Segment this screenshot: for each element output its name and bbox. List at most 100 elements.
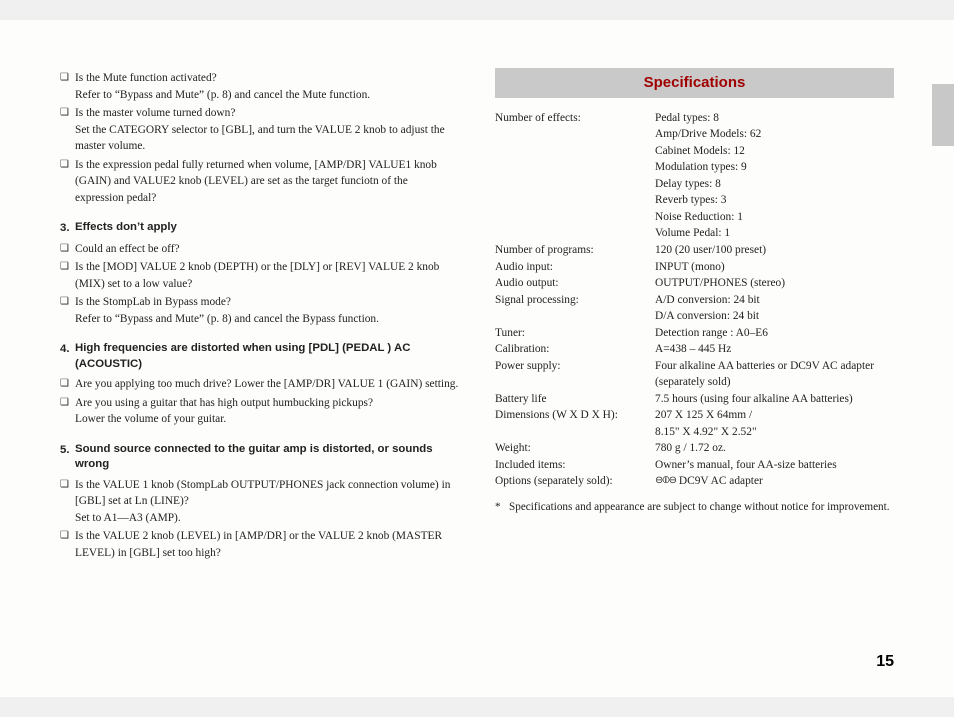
spec-label: [495, 225, 655, 242]
spec-row: Options (separately sold):⊖⦶⊖ DC9V AC ad…: [495, 473, 894, 490]
spec-row: Battery life7.5 hours (using four alkali…: [495, 391, 894, 408]
checkbox-icon: ❏: [60, 294, 75, 310]
checklist-item: ❏Are you applying too much drive? Lower …: [60, 376, 459, 393]
spec-label: Signal processing:: [495, 292, 655, 309]
spec-value: Amp/Drive Models: 62: [655, 126, 894, 143]
spec-row: Cabinet Models: 12: [495, 143, 894, 160]
checklist-item: ❏Are you using a guitar that has high ou…: [60, 395, 459, 412]
heading-number: 4.: [60, 341, 75, 372]
right-column: Specifications Number of effects:Pedal t…: [495, 68, 894, 667]
checklist-question: Are you using a guitar that has high out…: [75, 395, 459, 412]
spec-label: Calibration:: [495, 341, 655, 358]
checkbox-icon: ❏: [60, 105, 75, 121]
spec-value: Owner’s manual, four AA-size batteries: [655, 457, 894, 474]
spec-label: [495, 308, 655, 325]
spec-label: Power supply:: [495, 358, 655, 391]
spec-label: Audio input:: [495, 259, 655, 276]
spec-label: [495, 424, 655, 441]
checkbox-icon: ❏: [60, 70, 75, 86]
checklist-question: Could an effect be off?: [75, 241, 459, 258]
checkbox-icon: ❏: [60, 477, 75, 493]
spec-label: Number of programs:: [495, 242, 655, 259]
checklist-question: Is the Mute function activated?: [75, 70, 459, 87]
footnote-text: Specifications and appearance are subjec…: [509, 500, 890, 516]
spec-row: 8.15" X 4.92" X 2.52": [495, 424, 894, 441]
checklist-item: ❏Is the [MOD] VALUE 2 knob (DEPTH) or th…: [60, 259, 459, 292]
spec-label: Options (separately sold):: [495, 473, 655, 490]
footnote-asterisk: *: [495, 500, 509, 516]
spec-row: Amp/Drive Models: 62: [495, 126, 894, 143]
checkbox-icon: ❏: [60, 376, 75, 392]
spec-row: Audio input:INPUT (mono): [495, 259, 894, 276]
spec-row: Noise Reduction: 1: [495, 209, 894, 226]
spec-label: Number of effects:: [495, 110, 655, 127]
heading-number: 3.: [60, 220, 75, 237]
spec-value: Modulation types: 9: [655, 159, 894, 176]
checklist-sub: Refer to “Bypass and Mute” (p. 8) and ca…: [75, 311, 459, 328]
page-number: 15: [876, 653, 894, 671]
spec-value: 780 g / 1.72 oz.: [655, 440, 894, 457]
heading-text: High frequencies are distorted when usin…: [75, 341, 459, 372]
spec-row: Audio output:OUTPUT/PHONES (stereo): [495, 275, 894, 292]
checklist-sub: Set to A1—A3 (AMP).: [75, 510, 459, 527]
troubleshoot-heading: 5.Sound source connected to the guitar a…: [60, 442, 459, 473]
checklist-item: ❏Is the VALUE 1 knob (StompLab OUTPUT/PH…: [60, 477, 459, 510]
checklist-item: ❏Could an effect be off?: [60, 241, 459, 258]
spec-row: Tuner:Detection range : A0–E6: [495, 325, 894, 342]
spec-value: 207 X 125 X 64mm /: [655, 407, 894, 424]
checklist-sub: Refer to “Bypass and Mute” (p. 8) and ca…: [75, 87, 459, 104]
spec-label: Tuner:: [495, 325, 655, 342]
spec-row: Dimensions (W X D X H):207 X 125 X 64mm …: [495, 407, 894, 424]
spec-row: Volume Pedal: 1: [495, 225, 894, 242]
heading-text: Effects don’t apply: [75, 220, 459, 237]
spec-value: Four alkaline AA batteries or DC9V AC ad…: [655, 358, 894, 391]
spec-value: ⊖⦶⊖ DC9V AC adapter: [655, 473, 894, 490]
spec-value: Noise Reduction: 1: [655, 209, 894, 226]
spec-row: Calibration:A=438 – 445 Hz: [495, 341, 894, 358]
spec-label: [495, 159, 655, 176]
checklist-question: Is the expression pedal fully returned w…: [75, 157, 459, 207]
checkbox-icon: ❏: [60, 157, 75, 173]
checklist-question: Is the StompLab in Bypass mode?: [75, 294, 459, 311]
spec-value: OUTPUT/PHONES (stereo): [655, 275, 894, 292]
spec-row: Power supply:Four alkaline AA batteries …: [495, 358, 894, 391]
checklist-question: Is the VALUE 1 knob (StompLab OUTPUT/PHO…: [75, 477, 459, 510]
left-column: ❏Is the Mute function activated?Refer to…: [60, 68, 459, 667]
troubleshoot-heading: 3.Effects don’t apply: [60, 220, 459, 237]
checklist-question: Are you applying too much drive? Lower t…: [75, 376, 459, 393]
spec-row: Reverb types: 3: [495, 192, 894, 209]
spec-label: [495, 143, 655, 160]
specifications-footnote: * Specifications and appearance are subj…: [495, 500, 894, 516]
spec-label: [495, 192, 655, 209]
checklist-item: ❏Is the VALUE 2 knob (LEVEL) in [AMP/DR]…: [60, 528, 459, 561]
spec-label: Included items:: [495, 457, 655, 474]
specifications-heading: Specifications: [495, 68, 894, 98]
spec-row: Delay types: 8: [495, 176, 894, 193]
checklist-sub: Set the CATEGORY selector to [GBL], and …: [75, 122, 459, 155]
spec-value: Detection range : A0–E6: [655, 325, 894, 342]
checkbox-icon: ❏: [60, 395, 75, 411]
spec-value: Cabinet Models: 12: [655, 143, 894, 160]
checklist-question: Is the VALUE 2 knob (LEVEL) in [AMP/DR] …: [75, 528, 459, 561]
spec-value: 120 (20 user/100 preset): [655, 242, 894, 259]
spec-label: [495, 209, 655, 226]
checkbox-icon: ❏: [60, 241, 75, 257]
spec-row: Weight:780 g / 1.72 oz.: [495, 440, 894, 457]
spec-value: Delay types: 8: [655, 176, 894, 193]
spec-value: 7.5 hours (using four alkaline AA batter…: [655, 391, 894, 408]
spec-row: D/A conversion: 24 bit: [495, 308, 894, 325]
specifications-table: Number of effects:Pedal types: 8Amp/Driv…: [495, 110, 894, 490]
checklist-item: ❏Is the expression pedal fully returned …: [60, 157, 459, 207]
spec-value: Reverb types: 3: [655, 192, 894, 209]
heading-number: 5.: [60, 442, 75, 473]
spec-row: Included items:Owner’s manual, four AA-s…: [495, 457, 894, 474]
spec-value: D/A conversion: 24 bit: [655, 308, 894, 325]
checkbox-icon: ❏: [60, 259, 75, 275]
checklist-question: Is the master volume turned down?: [75, 105, 459, 122]
troubleshoot-heading: 4.High frequencies are distorted when us…: [60, 341, 459, 372]
checklist-question: Is the [MOD] VALUE 2 knob (DEPTH) or the…: [75, 259, 459, 292]
spec-value: Pedal types: 8: [655, 110, 894, 127]
spec-value: INPUT (mono): [655, 259, 894, 276]
spec-label: Battery life: [495, 391, 655, 408]
spec-label: Weight:: [495, 440, 655, 457]
